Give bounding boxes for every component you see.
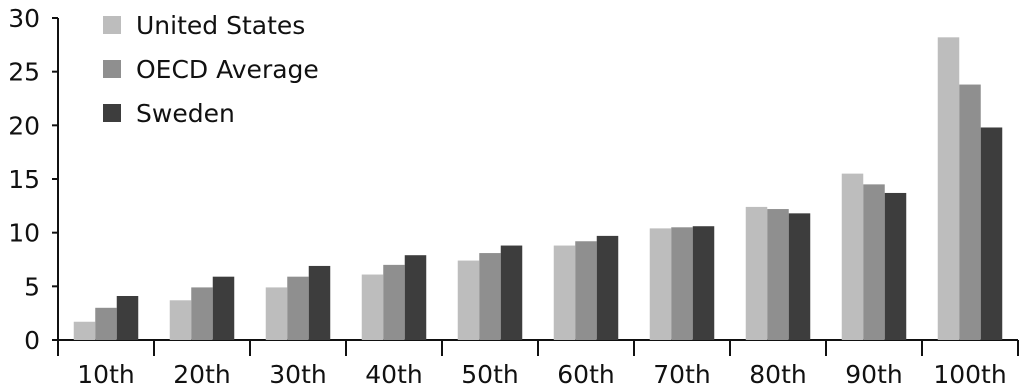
y-tick-label: 15 [8,165,40,194]
bar [745,206,768,340]
x-tick-label: 20th [173,360,230,389]
x-tick-label: 90th [845,360,902,389]
bar [863,184,885,340]
bar [671,227,693,340]
y-tick-label: 5 [24,272,40,301]
x-tick-label: 100th [933,360,1006,389]
legend: United States OECD Average Sweden [103,11,319,128]
bar [404,255,427,340]
bar [767,209,789,340]
bar [361,274,384,340]
bar [500,245,523,340]
y-tick-label: 0 [24,326,40,355]
bar [457,260,480,340]
y-axis: 0 5 10 15 20 25 30 [8,4,59,355]
x-tick-label: 40th [365,360,422,389]
bar [265,287,288,340]
y-tick-label: 30 [8,4,40,33]
x-axis: 10th 20th 30th 40th 50th 60th 70th 80th 90th 100t… [57,339,1019,389]
y-tick-label: 20 [8,111,40,140]
bar [479,253,501,340]
y-tick-label: 25 [8,58,40,87]
bar [980,127,1003,340]
y-tick-label: 10 [8,219,40,248]
bar [884,192,907,340]
legend-swatch [103,104,121,122]
bar [649,228,672,340]
bar [191,287,213,340]
legend-label: United States [136,11,305,40]
x-tick-label: 80th [749,360,806,389]
bar [841,173,864,340]
x-tick-label: 50th [461,360,518,389]
bar [212,276,235,340]
bar [287,276,309,340]
legend-swatch [103,60,121,78]
legend-label: OECD Average [136,55,319,84]
bar [959,84,981,341]
x-tick-label: 10th [77,360,134,389]
x-tick-label: 70th [653,360,710,389]
bars [73,37,1003,341]
x-tick-label: 30th [269,360,326,389]
bar [937,37,960,340]
bar [692,226,715,340]
legend-swatch [103,16,121,34]
bar [95,307,117,340]
bar [553,245,576,340]
bar [73,321,96,340]
bar [596,235,619,340]
bar [308,265,331,340]
bar [788,213,811,340]
legend-label: Sweden [136,99,235,128]
bar [383,264,405,340]
bar [116,295,139,340]
x-tick-label: 60th [557,360,614,389]
bar [169,300,192,340]
bar [575,241,597,340]
